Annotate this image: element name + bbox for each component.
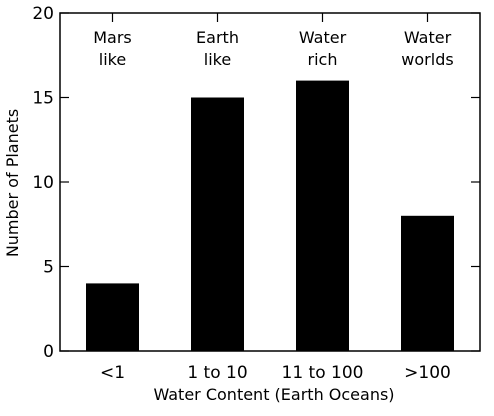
category-annotation-line: Mars <box>93 28 132 47</box>
bar <box>296 80 349 351</box>
y-tick-label: 15 <box>32 89 54 109</box>
category-annotation-line: Water <box>299 28 347 47</box>
bars <box>86 80 454 351</box>
category-annotation-line: Earth <box>196 28 239 47</box>
y-tick-label: 0 <box>43 342 54 362</box>
x-tick-label: >100 <box>404 363 451 383</box>
x-tick-label: 11 to 100 <box>282 363 364 383</box>
category-annotations: Mars like Earth like Water rich Water worlds <box>93 28 453 69</box>
x-ticks: <1 1 to 10 11 to 100 >100 <box>100 13 451 383</box>
category-annotation-line: like <box>99 50 126 69</box>
y-axis-title: Number of Planets <box>3 109 22 257</box>
x-tick-label: <1 <box>100 363 125 383</box>
y-tick-label: 5 <box>43 258 54 278</box>
bar <box>401 215 454 351</box>
y-ticks: 0 5 10 15 20 <box>32 4 480 362</box>
y-tick-label: 20 <box>32 4 54 24</box>
bar <box>191 97 244 351</box>
bar <box>86 283 139 351</box>
category-annotation-line: Water <box>404 28 452 47</box>
category-annotation-line: rich <box>308 50 338 69</box>
category-annotation-line: worlds <box>401 50 453 69</box>
category-annotation-line: like <box>204 50 231 69</box>
y-tick-label: 10 <box>32 173 54 193</box>
x-axis-title: Water Content (Earth Oceans) <box>153 385 394 404</box>
x-tick-label: 1 to 10 <box>187 363 247 383</box>
